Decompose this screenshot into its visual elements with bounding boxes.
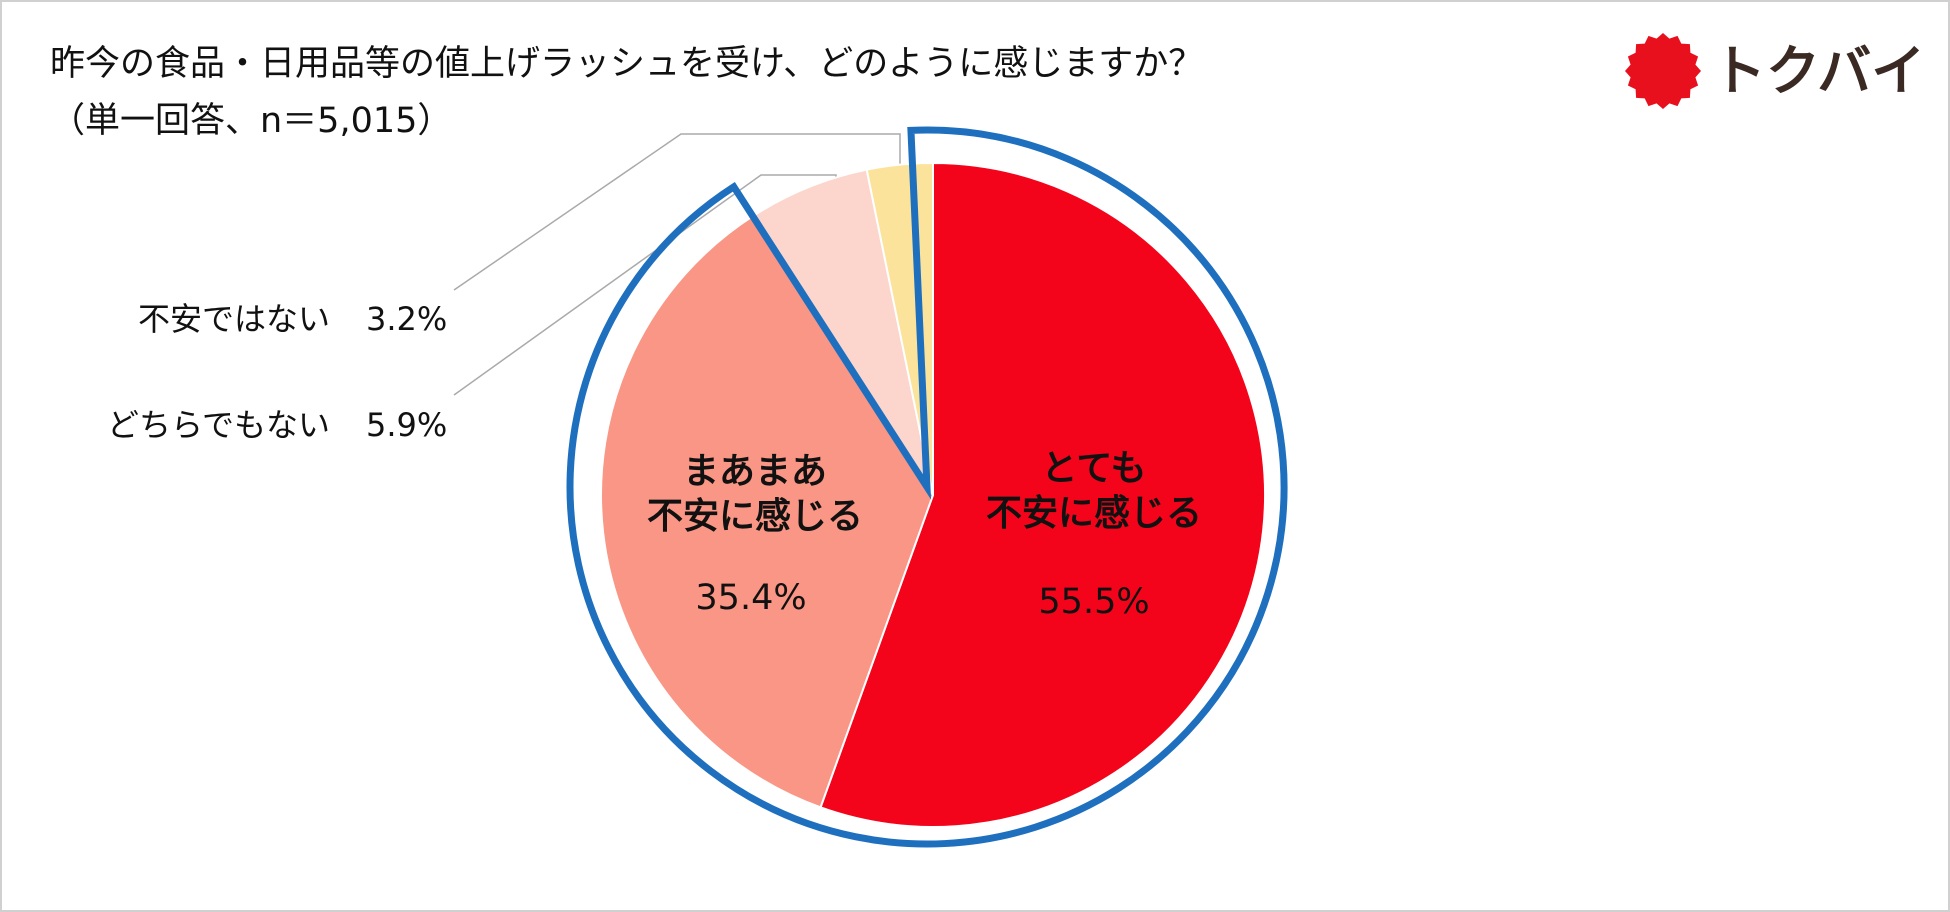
logo: トクバイ — [1625, 33, 1925, 109]
slice-label: まあまあ 不安に感じる — [646, 451, 864, 537]
chart-title: 昨今の食品・日用品等の値上げラッシュを受け、どのように感じますか？ — [50, 44, 1203, 84]
highlight-outline — [566, 126, 1288, 848]
logo-text: トクバイ — [1712, 40, 1925, 103]
pie-slice — [819, 161, 1266, 828]
value-label: 3.2% — [366, 300, 447, 338]
pie-slice — [600, 214, 935, 809]
slice-label: とても 不安に感じる — [985, 448, 1203, 534]
value-label: 5.9% — [366, 406, 447, 444]
leader-line — [453, 133, 901, 291]
logo-mark — [1625, 33, 1701, 109]
value-label: 35.4% — [695, 578, 807, 618]
slice-label: どちらでもない — [107, 406, 330, 444]
value-label: 55.5% — [1038, 582, 1150, 622]
slice-label: 不安ではない — [138, 300, 330, 338]
chart-subtitle: （単一回答、n＝5,015） — [50, 101, 452, 141]
